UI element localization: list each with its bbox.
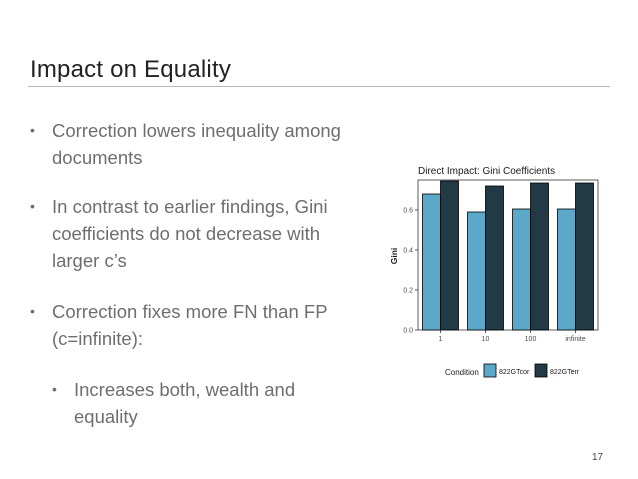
legend-title: Condition	[445, 368, 479, 377]
bar-822gterr	[440, 180, 459, 331]
bar-822gtcor	[512, 208, 531, 331]
bullet-marker: •	[30, 122, 35, 138]
x-axis: 1 10 100 infinite	[439, 330, 586, 343]
legend-swatch	[534, 363, 548, 378]
bullet-line: coefficients do not decrease with	[52, 223, 321, 244]
y-tick-label: 0.2	[403, 288, 413, 295]
legend-label: 822GTcor	[499, 369, 530, 376]
bullet-line: larger c’s	[52, 250, 127, 271]
bullet-item: • Correction lowers inequality among doc…	[30, 117, 341, 171]
bullet-marker: •	[30, 303, 35, 319]
bullet-item: • In contrast to earlier findings, Gini …	[30, 193, 328, 274]
plot-panel	[417, 179, 599, 331]
legend: Condition 822GTcor 822GTerr	[445, 363, 580, 378]
bar-822gterr	[530, 182, 549, 331]
gini-bar-chart: Direct Impact: Gini Coefficients Gini 0.…	[389, 166, 599, 378]
title-divider	[28, 86, 610, 87]
bullet-marker: •	[30, 198, 35, 214]
y-tick-label: 0.6	[403, 208, 413, 215]
y-tick-label: 0.0	[403, 328, 413, 335]
chart-title: Direct Impact: Gini Coefficients	[418, 166, 555, 177]
x-tick-label: 100	[525, 336, 537, 343]
y-axis-label: Gini	[389, 248, 399, 265]
page-number: 17	[592, 452, 604, 463]
bullet-marker: •	[52, 381, 57, 397]
legend-swatch	[483, 363, 497, 378]
bars	[422, 180, 594, 331]
bullet-line: In contrast to earlier findings, Gini	[52, 196, 328, 217]
x-tick-label: 10	[482, 336, 490, 343]
x-tick-label: 1	[439, 336, 443, 343]
bullet-line: (c=infinite):	[52, 328, 143, 349]
bar-822gterr	[485, 185, 504, 331]
bullet-line: equality	[74, 406, 138, 427]
bar-822gterr	[575, 182, 594, 331]
slide-title: Impact on Equality	[30, 56, 232, 83]
y-axis: 0.0 0.2 0.4 0.6	[403, 208, 418, 335]
bar-822gtcor	[557, 208, 576, 331]
bullet-item: • Correction fixes more FN than FP (c=in…	[30, 298, 328, 352]
sub-bullet-item: • Increases both, wealth and equality	[52, 376, 296, 430]
bar-822gtcor	[422, 193, 441, 331]
bullet-line: Increases both, wealth and	[74, 379, 296, 400]
x-tick-label: infinite	[565, 336, 585, 343]
legend-label: 822GTerr	[550, 369, 580, 376]
bar-822gtcor	[467, 211, 486, 331]
bullet-line: documents	[52, 147, 143, 168]
bullet-line: Correction lowers inequality among	[52, 120, 341, 141]
bullet-line: Correction fixes more FN than FP	[52, 301, 328, 322]
y-tick-label: 0.4	[403, 248, 413, 255]
